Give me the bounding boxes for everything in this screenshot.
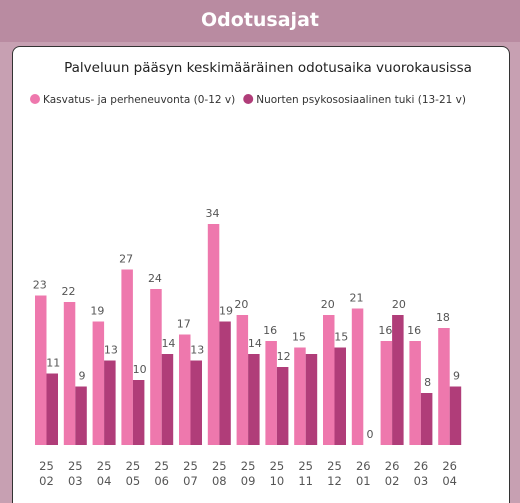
data-label: 23 bbox=[33, 279, 47, 292]
data-label: 16 bbox=[263, 324, 277, 337]
legend-label: Nuorten psykososiaalinen tuki (13-21 v) bbox=[256, 94, 466, 106]
bar bbox=[392, 315, 404, 445]
data-label: 20 bbox=[234, 298, 248, 311]
data-label: 12 bbox=[277, 350, 291, 363]
data-label: 34 bbox=[206, 207, 220, 220]
data-label: 19 bbox=[90, 305, 104, 318]
x-tick-label: 25 04 bbox=[96, 459, 112, 488]
data-label: 8 bbox=[424, 376, 431, 389]
x-tick-label: 25 09 bbox=[240, 459, 256, 488]
bar bbox=[92, 321, 105, 445]
data-label: 13 bbox=[190, 344, 204, 357]
bar bbox=[276, 367, 289, 445]
legend-swatch bbox=[243, 94, 254, 104]
bar bbox=[305, 354, 318, 445]
header-title: Odotusajat bbox=[0, 0, 520, 42]
data-label: 22 bbox=[62, 285, 76, 298]
bar bbox=[323, 315, 335, 445]
data-label: 18 bbox=[436, 311, 450, 324]
chart-title: Palveluun pääsyn keskimääräinen odotusai… bbox=[64, 60, 472, 76]
bar bbox=[294, 347, 306, 445]
bar bbox=[104, 360, 116, 445]
data-label: 24 bbox=[148, 272, 162, 285]
x-tick-label: 25 11 bbox=[298, 459, 313, 488]
data-label: 27 bbox=[119, 253, 133, 266]
bar bbox=[207, 224, 220, 445]
data-label: 11 bbox=[46, 357, 60, 370]
bar bbox=[449, 386, 462, 445]
bar bbox=[63, 302, 76, 445]
x-tick-label: 25 07 bbox=[183, 459, 198, 488]
data-label: 15 bbox=[334, 331, 348, 344]
x-tick-label: 25 03 bbox=[67, 459, 83, 488]
x-tick-label: 26 01 bbox=[355, 459, 371, 488]
bar bbox=[380, 341, 393, 445]
data-label: 15 bbox=[292, 331, 306, 344]
legend-label: Kasvatus- ja perheneuvonta (0-12 v) bbox=[43, 94, 235, 106]
x-tick-label: 25 05 bbox=[125, 459, 141, 488]
bar bbox=[179, 334, 191, 445]
x-tick-label: 25 12 bbox=[327, 459, 342, 488]
bar bbox=[334, 347, 346, 445]
bar bbox=[121, 269, 133, 445]
bar bbox=[190, 360, 202, 445]
data-label: 21 bbox=[350, 292, 364, 305]
data-label: 16 bbox=[378, 324, 392, 337]
data-label: 10 bbox=[133, 363, 147, 376]
bar bbox=[420, 393, 433, 445]
data-label: 0 bbox=[367, 428, 374, 441]
bar bbox=[46, 373, 58, 445]
data-label: 9 bbox=[453, 370, 460, 383]
data-label: 13 bbox=[104, 344, 118, 357]
data-label: 19 bbox=[219, 305, 233, 318]
bar bbox=[438, 328, 450, 445]
x-tick-label: 26 04 bbox=[442, 459, 457, 488]
x-tick-label: 25 02 bbox=[39, 459, 54, 488]
bar bbox=[35, 295, 47, 445]
x-tick-label: 25 10 bbox=[269, 459, 285, 488]
x-tick-label: 25 08 bbox=[211, 459, 227, 488]
bar bbox=[161, 354, 174, 445]
bar bbox=[351, 308, 364, 445]
data-label: 14 bbox=[248, 337, 262, 350]
data-label: 20 bbox=[321, 298, 335, 311]
x-tick-label: 26 02 bbox=[384, 459, 400, 488]
bar bbox=[132, 380, 145, 445]
bar bbox=[75, 386, 87, 445]
data-label: 17 bbox=[177, 318, 191, 331]
legend-swatch bbox=[30, 94, 40, 104]
bar bbox=[236, 315, 249, 445]
bar bbox=[248, 354, 260, 445]
data-label: 16 bbox=[407, 324, 421, 337]
data-label: 14 bbox=[161, 337, 175, 350]
bar bbox=[265, 341, 277, 445]
x-tick-label: 26 03 bbox=[413, 459, 429, 488]
bar bbox=[219, 321, 231, 445]
x-tick-label: 25 06 bbox=[154, 459, 169, 488]
bar bbox=[409, 341, 421, 445]
bar bbox=[150, 289, 162, 445]
data-label: 20 bbox=[392, 298, 406, 311]
data-label: 9 bbox=[79, 370, 86, 383]
